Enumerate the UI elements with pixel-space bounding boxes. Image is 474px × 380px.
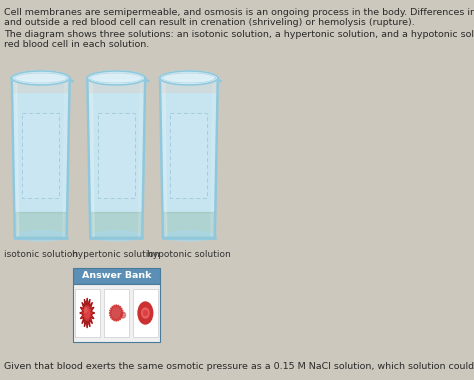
Polygon shape [87, 78, 94, 238]
Circle shape [85, 308, 90, 318]
Ellipse shape [15, 231, 66, 241]
Bar [22, 113, 59, 198]
Bar [133, 289, 158, 337]
Polygon shape [15, 212, 66, 236]
Circle shape [84, 307, 87, 312]
Ellipse shape [121, 312, 126, 318]
Text: and outside a red blood cell can result in crenation (shriveling) or hemolysis (: and outside a red blood cell can result … [4, 18, 415, 27]
Text: The diagram shows three solutions: an isotonic solution, a hypertonic solution, : The diagram shows three solutions: an is… [4, 30, 474, 39]
Polygon shape [160, 78, 218, 238]
Polygon shape [87, 78, 145, 238]
Ellipse shape [91, 231, 142, 241]
Ellipse shape [144, 310, 147, 315]
Polygon shape [161, 94, 216, 236]
Bar [73, 268, 160, 284]
Text: Given that blood exerts the same osmotic pressure as a 0.15 M NaCl solution, whi: Given that blood exerts the same osmotic… [4, 362, 474, 371]
Polygon shape [109, 305, 123, 321]
Bar [74, 289, 100, 337]
Polygon shape [89, 94, 144, 236]
Polygon shape [164, 212, 214, 236]
Bar [98, 113, 135, 198]
Polygon shape [63, 78, 70, 238]
Text: red blood cell in each solution.: red blood cell in each solution. [4, 40, 149, 49]
Bar [104, 289, 129, 337]
Text: hypertonic solution: hypertonic solution [73, 250, 160, 259]
Text: Cell membranes are semipermeable, and osmosis is an ongoing process in the body.: Cell membranes are semipermeable, and os… [4, 8, 474, 17]
Polygon shape [138, 78, 145, 238]
Polygon shape [211, 78, 218, 238]
Ellipse shape [142, 308, 149, 318]
Polygon shape [91, 212, 142, 236]
Polygon shape [80, 298, 94, 328]
Text: hypotonic solution: hypotonic solution [147, 250, 231, 259]
Bar [73, 284, 160, 342]
Text: isotonic solution: isotonic solution [4, 250, 78, 259]
Polygon shape [13, 94, 68, 236]
Polygon shape [160, 71, 218, 85]
Bar [170, 113, 208, 198]
Ellipse shape [138, 302, 153, 324]
Polygon shape [12, 78, 70, 238]
Text: Answer Bank: Answer Bank [82, 271, 151, 280]
Polygon shape [12, 71, 70, 85]
Polygon shape [87, 71, 145, 85]
Ellipse shape [164, 231, 214, 241]
Polygon shape [12, 78, 18, 238]
Polygon shape [160, 78, 167, 238]
